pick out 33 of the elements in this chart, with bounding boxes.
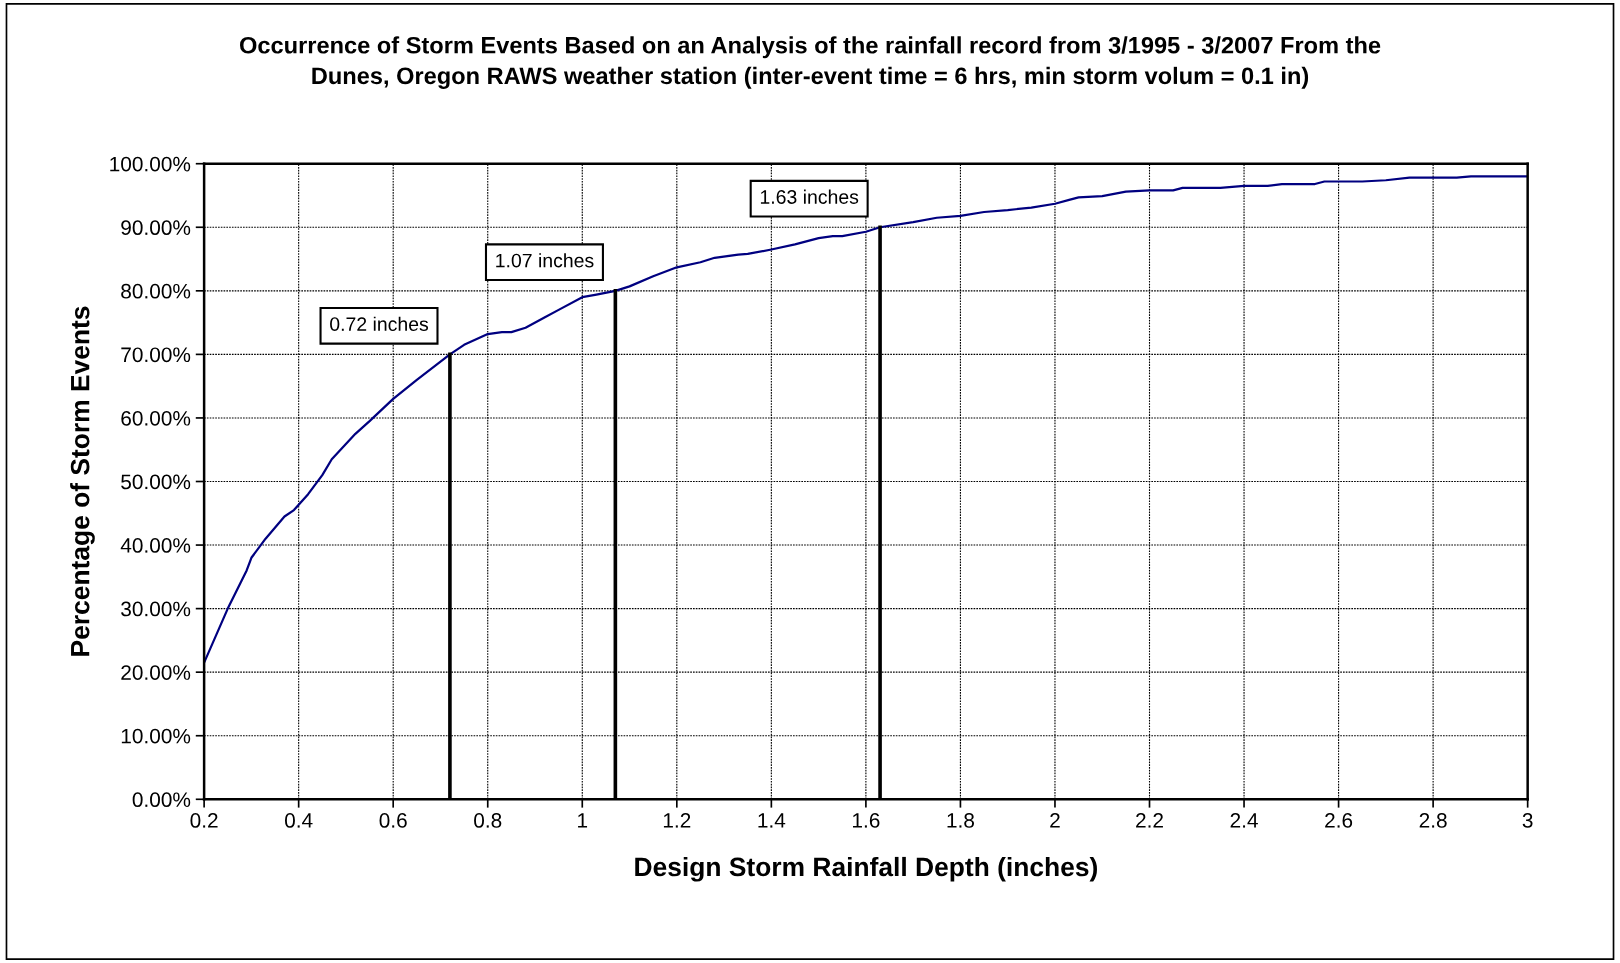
x-tick-label: 0.8 bbox=[474, 813, 502, 828]
y-tick-label: 0.00% bbox=[132, 792, 191, 808]
annotation: 1.07 inches bbox=[496, 253, 594, 268]
x-tick-label: 2.2 bbox=[1136, 813, 1163, 828]
x-tick-label: 2 bbox=[1050, 813, 1060, 828]
x-tick-label: 0.4 bbox=[284, 813, 313, 828]
y-tick-label: 100.00% bbox=[110, 156, 191, 172]
chart-title: Occurrence of Storm Events Based on an Analysis of the rainfall record from 3/1995 - 3/2007 From the Dunes, Oregon RAWS weather station (inter-event time = 6 hrs, min storm volum = 0.1 in) bbox=[240, 36, 1381, 89]
line-series bbox=[204, 175, 1528, 664]
x-tick-label: 2.8 bbox=[1419, 813, 1447, 828]
y-tick-label: 40.00% bbox=[120, 538, 191, 553]
annotation: 1.63 inches bbox=[760, 189, 859, 204]
y-axis-title: Percentage of Storm Events bbox=[70, 306, 95, 656]
x-tick-label: 0.2 bbox=[190, 813, 218, 828]
x-tick-label: 1 bbox=[578, 813, 588, 828]
y-tick-label: 50.00% bbox=[121, 474, 191, 490]
x-tick-label: 2.4 bbox=[1230, 813, 1258, 828]
x-tick-label: 1.6 bbox=[853, 813, 880, 828]
annotation: 0.72 inches bbox=[330, 316, 429, 331]
y-tick-label: 70.00% bbox=[121, 347, 191, 363]
x-tick-label: 1.2 bbox=[663, 813, 691, 828]
y-tick-label: 20.00% bbox=[121, 665, 191, 680]
y-tick-label: 90.00% bbox=[121, 220, 191, 236]
x-tick-label: 0.6 bbox=[379, 813, 407, 828]
y-tick-label: 10.00% bbox=[121, 728, 191, 744]
y-tick-label: 60.00% bbox=[121, 410, 191, 426]
x-tick-label: 1.8 bbox=[947, 813, 974, 828]
x-tick-label: 1.4 bbox=[758, 813, 786, 828]
x-axis-title: Design Storm Rainfall Depth (inches) bbox=[635, 856, 1097, 882]
x-tick-label: 3 bbox=[1522, 813, 1533, 828]
y-tick-label: 80.00% bbox=[121, 283, 191, 299]
y-tick-label: 30.00% bbox=[121, 601, 191, 617]
x-tick-label: 2.6 bbox=[1325, 813, 1353, 828]
